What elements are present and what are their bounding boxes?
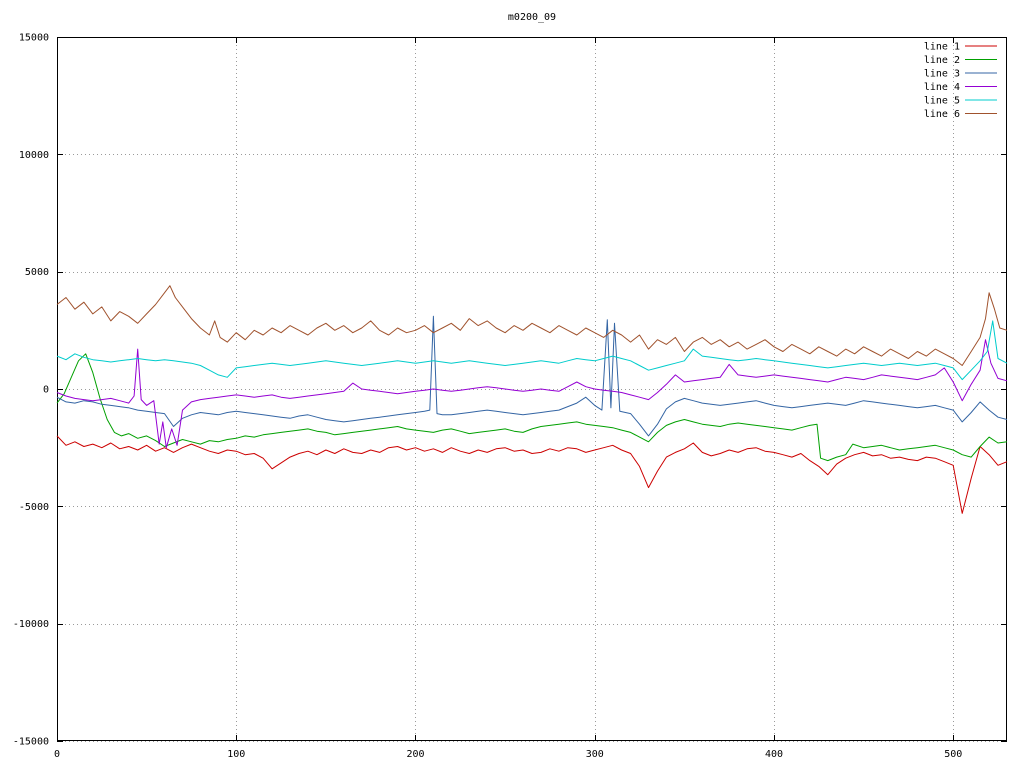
legend-label-5: line 5	[924, 96, 960, 107]
x-tick-label: 500	[944, 749, 962, 760]
series	[56, 285, 1008, 514]
x-tick-label: 400	[765, 749, 783, 760]
legend-label-6: line 6	[924, 109, 960, 120]
grid	[57, 37, 1007, 742]
y-tick-label: -10000	[13, 619, 49, 630]
legend: line 1 line 2 line 3 line 4 line 5 line 6	[924, 42, 997, 120]
x-tick-label: 0	[54, 749, 60, 760]
plot-border	[57, 37, 1007, 741]
axis-labels: -15000 -10000 -5000 0 5000 10000 15000 0 100 200 3…	[13, 33, 962, 761]
y-tick-label: -15000	[13, 737, 49, 748]
chart-title: m0200_09	[508, 12, 556, 23]
legend-label-4: line 4	[924, 82, 960, 93]
series-line-5	[56, 320, 1008, 381]
x-tick-label: 300	[586, 749, 604, 760]
y-tick-label: 10000	[19, 150, 49, 161]
y-tick-label: 5000	[25, 267, 49, 278]
axes	[57, 37, 1007, 742]
series-line-2	[56, 353, 1008, 462]
series-line-4	[56, 339, 1008, 449]
y-tick-label: 15000	[19, 33, 49, 44]
legend-label-1: line 1	[924, 42, 960, 53]
y-tick-label: 0	[43, 385, 49, 396]
series-line-1	[56, 435, 1008, 514]
series-line-6	[56, 285, 1008, 366]
series-line-3	[56, 315, 1008, 437]
legend-label-3: line 3	[924, 69, 960, 80]
x-tick-label: 100	[227, 749, 245, 760]
x-tick-label: 200	[406, 749, 424, 760]
y-tick-label: -5000	[19, 502, 49, 513]
legend-label-2: line 2	[924, 55, 960, 66]
